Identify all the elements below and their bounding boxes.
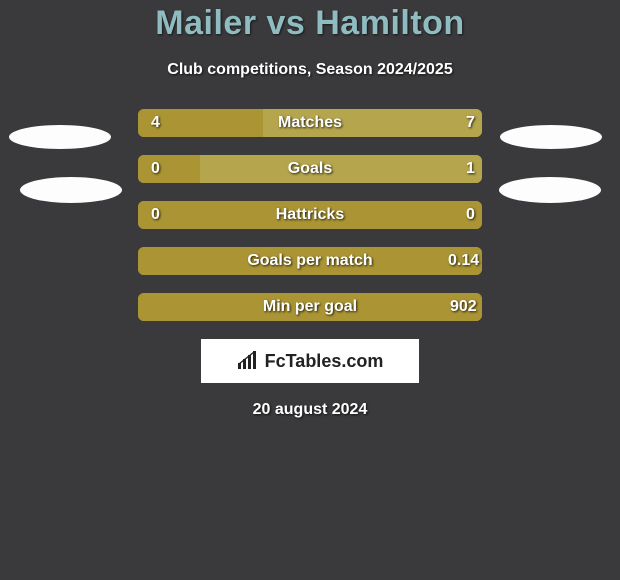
decorative-ellipse xyxy=(500,125,602,149)
brand-box[interactable]: FcTables.com xyxy=(201,339,419,383)
decorative-ellipse xyxy=(499,177,601,203)
stat-label: Min per goal xyxy=(138,293,482,321)
bar-track: Hattricks xyxy=(138,201,482,229)
bar-track: Min per goal xyxy=(138,293,482,321)
bar-track: Matches xyxy=(138,109,482,137)
chart-icon xyxy=(237,351,259,371)
stat-value-right: 1 xyxy=(466,155,475,183)
stat-value-right: 902 xyxy=(450,293,477,321)
stat-value-left: 4 xyxy=(151,109,160,137)
stat-value-right: 0.14 xyxy=(448,247,479,275)
decorative-ellipse xyxy=(20,177,122,203)
stat-value-left: 0 xyxy=(151,201,160,229)
stat-value-right: 7 xyxy=(466,109,475,137)
decorative-ellipse xyxy=(9,125,111,149)
bar-track: Goals per match xyxy=(138,247,482,275)
stat-value-left: 0 xyxy=(151,155,160,183)
stat-label: Matches xyxy=(138,109,482,137)
date-text: 20 august 2024 xyxy=(0,401,620,419)
stat-row: Hattricks0 0 xyxy=(0,201,620,229)
brand-inner: FcTables.com xyxy=(237,351,384,372)
stat-label: Goals xyxy=(138,155,482,183)
bar-track: Goals xyxy=(138,155,482,183)
stat-row: Goals per match0.14 xyxy=(0,247,620,275)
subtitle: Club competitions, Season 2024/2025 xyxy=(0,61,620,79)
stat-row: Min per goal902 xyxy=(0,293,620,321)
stat-label: Hattricks xyxy=(138,201,482,229)
stat-label: Goals per match xyxy=(138,247,482,275)
stat-value-right: 0 xyxy=(466,201,475,229)
brand-text: FcTables.com xyxy=(265,351,384,372)
comparison-widget: Mailer vs Hamilton Club competitions, Se… xyxy=(0,0,620,419)
page-title: Mailer vs Hamilton xyxy=(0,4,620,43)
